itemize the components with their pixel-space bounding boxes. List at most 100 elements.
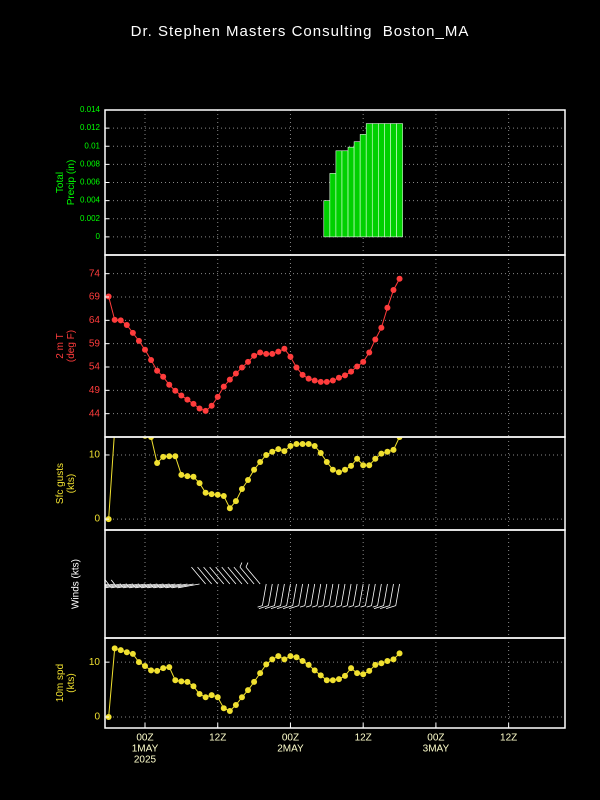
data-point xyxy=(354,363,361,370)
y-tick-label: 0 xyxy=(94,514,100,525)
bar xyxy=(359,134,367,238)
data-point xyxy=(190,683,197,690)
y-tick-label: 0.012 xyxy=(80,123,101,132)
data-point xyxy=(366,349,373,356)
series-line xyxy=(108,437,400,520)
panel xyxy=(105,255,565,437)
data-point xyxy=(232,370,239,377)
data-point xyxy=(172,387,179,394)
data-point xyxy=(202,489,209,496)
bar xyxy=(329,173,337,238)
data-point xyxy=(245,687,252,694)
data-point xyxy=(342,372,348,379)
data-point xyxy=(142,662,148,669)
data-point xyxy=(238,694,245,701)
data-point xyxy=(311,377,318,384)
data-point xyxy=(348,665,355,672)
data-point xyxy=(378,450,385,457)
y-tick-label: 10 xyxy=(89,657,101,668)
x-tick-label: 12Z xyxy=(500,733,517,744)
data-point xyxy=(190,400,197,407)
y-axis-label: (kts) xyxy=(66,474,77,493)
data-point xyxy=(111,316,118,323)
data-point xyxy=(360,358,367,365)
data-point xyxy=(154,459,161,466)
data-point xyxy=(275,653,282,660)
wind-barb xyxy=(233,566,249,585)
data-point xyxy=(317,672,324,679)
data-point xyxy=(372,336,379,343)
x-year-label: 2025 xyxy=(134,755,157,766)
data-point xyxy=(172,453,179,460)
data-point xyxy=(390,446,397,453)
data-point xyxy=(232,498,239,505)
panel-frame xyxy=(104,637,566,729)
wind-barb xyxy=(348,583,358,608)
data-point xyxy=(366,667,373,674)
data-point xyxy=(136,426,142,432)
data-point xyxy=(117,317,124,324)
data-point xyxy=(305,441,312,448)
wind-barb xyxy=(283,583,297,609)
data-point xyxy=(184,396,191,403)
data-point xyxy=(154,367,161,374)
data-point xyxy=(208,692,215,699)
data-point xyxy=(360,671,367,678)
data-point xyxy=(281,656,288,663)
data-point xyxy=(135,659,142,666)
x-tick-label: 12Z xyxy=(209,733,226,744)
data-point xyxy=(135,337,142,344)
data-point xyxy=(208,491,215,498)
bar xyxy=(390,123,397,238)
bar xyxy=(323,200,331,238)
data-point xyxy=(190,473,197,480)
data-point xyxy=(390,656,397,663)
data-point xyxy=(317,378,324,385)
x-date-label: 1MAY xyxy=(132,744,159,755)
data-point xyxy=(287,442,294,449)
y-tick-label: 0.002 xyxy=(80,214,101,223)
wind-barb xyxy=(203,566,219,585)
bar xyxy=(384,123,391,238)
data-point xyxy=(226,376,233,383)
wind-barb xyxy=(168,583,194,589)
data-point xyxy=(275,446,282,453)
x-tick-label: 12Z xyxy=(355,733,372,744)
wind-barb xyxy=(360,583,370,608)
data-point xyxy=(112,426,118,432)
y-tick-label: 10 xyxy=(89,450,101,461)
data-point xyxy=(208,402,215,409)
wind-barb xyxy=(264,583,279,609)
bar xyxy=(347,146,355,238)
data-point xyxy=(384,448,391,455)
y-axis-label: Sfc gusts xyxy=(55,463,66,504)
y-tick-label: 0.008 xyxy=(80,159,101,168)
data-point xyxy=(348,462,355,469)
data-point xyxy=(251,352,258,359)
data-point xyxy=(123,649,130,656)
data-point xyxy=(305,375,312,382)
wind-barb xyxy=(354,583,364,608)
wind-barb xyxy=(215,566,231,585)
data-point xyxy=(124,426,130,432)
y-tick-label: 74 xyxy=(89,268,101,279)
data-point xyxy=(263,451,270,458)
chart-title: Dr. Stephen Masters Consulting Boston_MA xyxy=(131,23,470,40)
data-point xyxy=(396,650,403,657)
data-point xyxy=(178,678,185,685)
data-point xyxy=(384,304,391,311)
panel xyxy=(105,530,510,638)
data-point xyxy=(142,346,148,353)
data-point xyxy=(220,705,227,712)
data-point xyxy=(184,473,191,480)
data-point xyxy=(329,377,336,384)
x-date-label: 3MAY xyxy=(423,744,450,755)
data-point xyxy=(226,505,233,512)
data-point xyxy=(378,660,385,667)
bar xyxy=(365,123,373,238)
y-axis-label: 10m spd xyxy=(55,664,66,702)
wind-barb xyxy=(197,566,212,585)
wind-barb xyxy=(366,583,376,608)
bar xyxy=(371,123,379,238)
data-point xyxy=(281,448,288,455)
